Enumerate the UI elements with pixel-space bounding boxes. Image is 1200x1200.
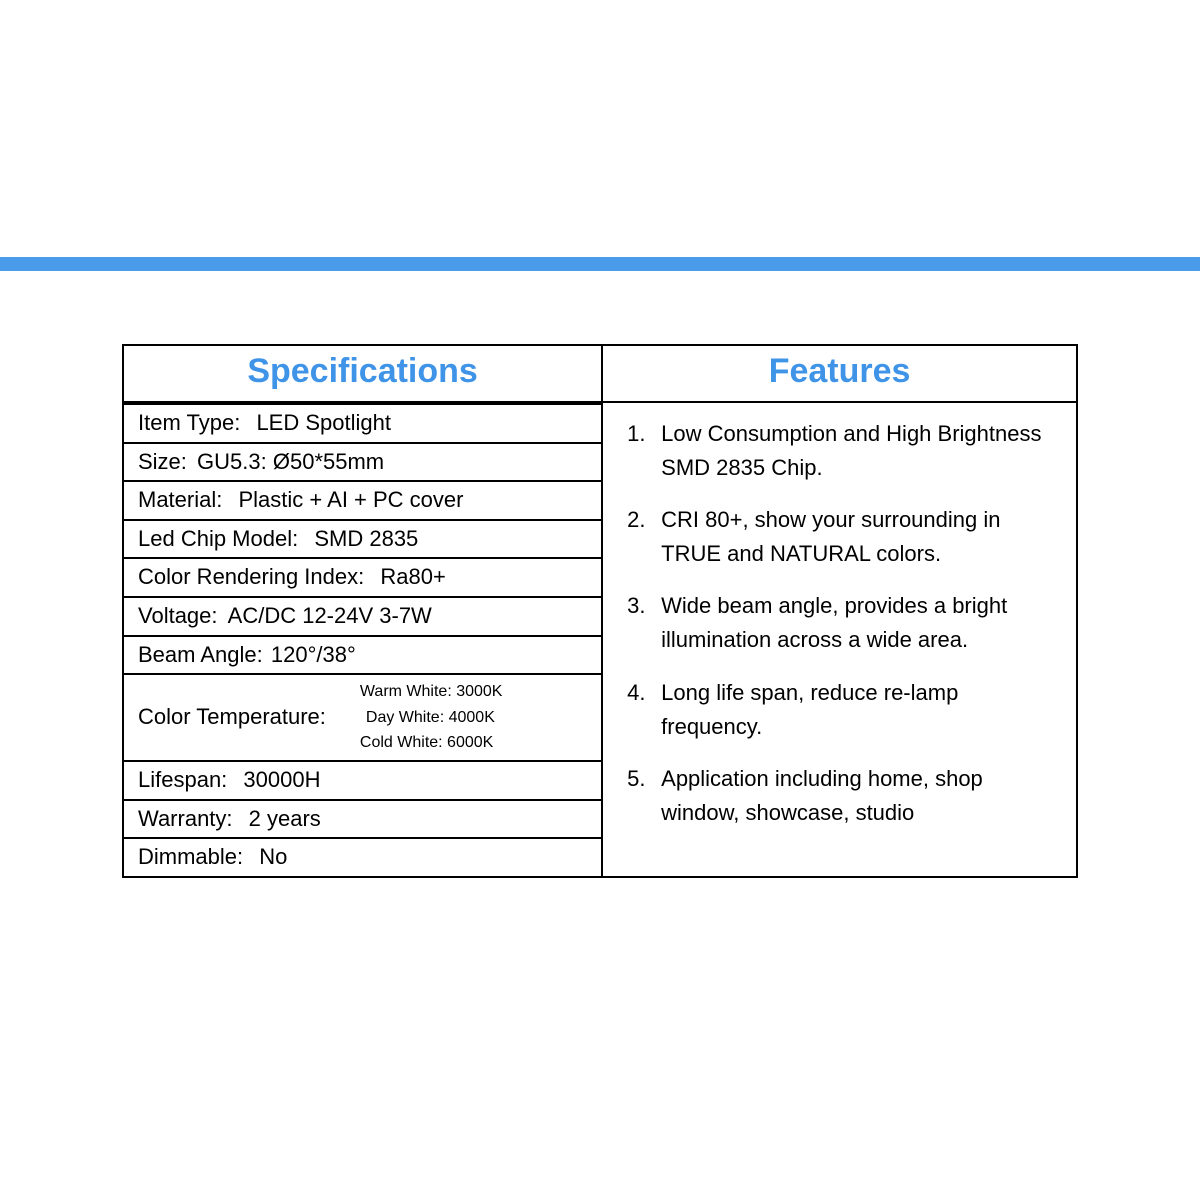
spec-value: 30000H bbox=[243, 767, 320, 792]
spec-row-color-temp: Color Temperature: Warm White: 3000K Day… bbox=[124, 674, 601, 761]
spec-row-dimmable: Dimmable: No bbox=[124, 838, 601, 876]
spec-label: Voltage: bbox=[138, 603, 218, 628]
spec-row-cri: Color Rendering Index: Ra80+ bbox=[124, 558, 601, 597]
spec-label: Beam Angle: bbox=[138, 642, 263, 667]
specs-inner-table: Item Type: LED Spotlight Size: GU5.3: Ø5… bbox=[124, 403, 601, 876]
spec-row-lifespan: Lifespan: 30000H bbox=[124, 761, 601, 800]
spec-row-chip: Led Chip Model: SMD 2835 bbox=[124, 520, 601, 559]
feature-number: 2. bbox=[627, 503, 661, 571]
feature-number: 1. bbox=[627, 417, 661, 485]
features-column: 1. Low Consumption and High Brightness S… bbox=[602, 402, 1077, 877]
spec-value: SMD 2835 bbox=[314, 526, 418, 551]
spec-row-warranty: Warranty: 2 years bbox=[124, 800, 601, 839]
spec-value: Ra80+ bbox=[380, 564, 445, 589]
feature-number: 5. bbox=[627, 762, 661, 830]
spec-value: No bbox=[259, 844, 287, 869]
spec-label: Item Type: bbox=[138, 410, 240, 435]
feature-number: 3. bbox=[627, 589, 661, 657]
features-list: 1. Low Consumption and High Brightness S… bbox=[603, 403, 1076, 844]
feature-text: Long life span, reduce re-lamp frequency… bbox=[661, 676, 1052, 744]
spec-value: 120°/38° bbox=[271, 642, 356, 667]
ct-day: Day White: 4000K bbox=[360, 705, 503, 731]
feature-text: CRI 80+, show your surrounding in TRUE a… bbox=[661, 503, 1052, 571]
spec-row-beam: Beam Angle: 120°/38° bbox=[124, 636, 601, 675]
feature-text: Wide beam angle, provides a bright illum… bbox=[661, 589, 1052, 657]
feature-number: 4. bbox=[627, 676, 661, 744]
spec-value: AC/DC 12-24V 3-7W bbox=[228, 603, 432, 628]
spec-label: Material: bbox=[138, 487, 222, 512]
spec-value: 2 years bbox=[249, 806, 321, 831]
ct-cold: Cold White: 6000K bbox=[360, 730, 503, 756]
spec-row-voltage: Voltage: AC/DC 12-24V 3-7W bbox=[124, 597, 601, 636]
spec-label: Dimmable: bbox=[138, 844, 243, 869]
spec-label: Lifespan: bbox=[138, 767, 227, 792]
feature-item-4: 4. Long life span, reduce re-lamp freque… bbox=[627, 676, 1052, 744]
spec-label: Led Chip Model: bbox=[138, 526, 298, 551]
specs-header: Specifications bbox=[123, 345, 602, 402]
spec-row-material: Material: Plastic + AI + PC cover bbox=[124, 481, 601, 520]
divider-bar bbox=[0, 257, 1200, 271]
features-header: Features bbox=[602, 345, 1077, 402]
feature-item-2: 2. CRI 80+, show your surrounding in TRU… bbox=[627, 503, 1052, 571]
feature-item-3: 3. Wide beam angle, provides a bright il… bbox=[627, 589, 1052, 657]
spec-label: Warranty: bbox=[138, 806, 233, 831]
feature-text: Low Consumption and High Brightness SMD … bbox=[661, 417, 1052, 485]
feature-item-5: 5. Application including home, shop wind… bbox=[627, 762, 1052, 830]
spec-row-item-type: Item Type: LED Spotlight bbox=[124, 404, 601, 443]
spec-value: GU5.3: Ø50*55mm bbox=[197, 449, 384, 474]
ct-warm: Warm White: 3000K bbox=[360, 679, 503, 705]
spec-label: Color Temperature: bbox=[138, 703, 326, 732]
specs-column: Item Type: LED Spotlight Size: GU5.3: Ø5… bbox=[123, 402, 602, 877]
feature-item-1: 1. Low Consumption and High Brightness S… bbox=[627, 417, 1052, 485]
color-temp-values: Warm White: 3000K Day White: 4000K Cold … bbox=[360, 679, 503, 756]
spec-value: LED Spotlight bbox=[256, 410, 391, 435]
feature-text: Application including home, shop window,… bbox=[661, 762, 1052, 830]
spec-features-table: Specifications Features Item Type: LED S… bbox=[122, 344, 1078, 878]
spec-label: Color Rendering Index: bbox=[138, 564, 364, 589]
spec-row-size: Size: GU5.3: Ø50*55mm bbox=[124, 443, 601, 482]
spec-value: Plastic + AI + PC cover bbox=[238, 487, 463, 512]
spec-label: Size: bbox=[138, 449, 187, 474]
